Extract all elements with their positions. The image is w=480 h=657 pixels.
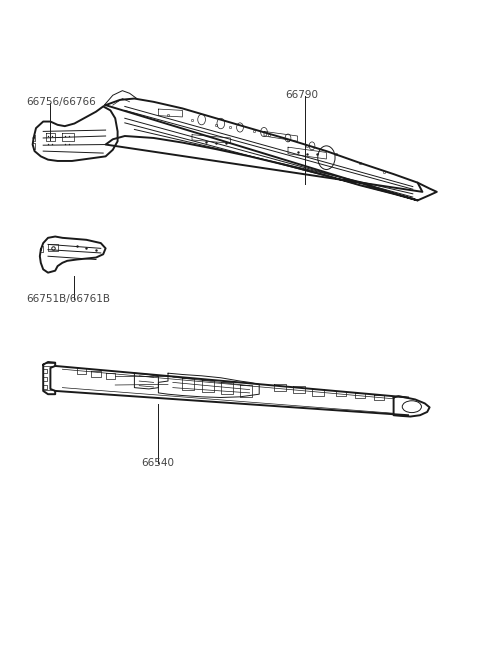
Text: 66790: 66790 bbox=[286, 90, 319, 101]
Text: 66751B/66761B: 66751B/66761B bbox=[26, 294, 110, 304]
Text: 66756/66766: 66756/66766 bbox=[26, 97, 96, 107]
Text: 66540: 66540 bbox=[142, 458, 175, 468]
